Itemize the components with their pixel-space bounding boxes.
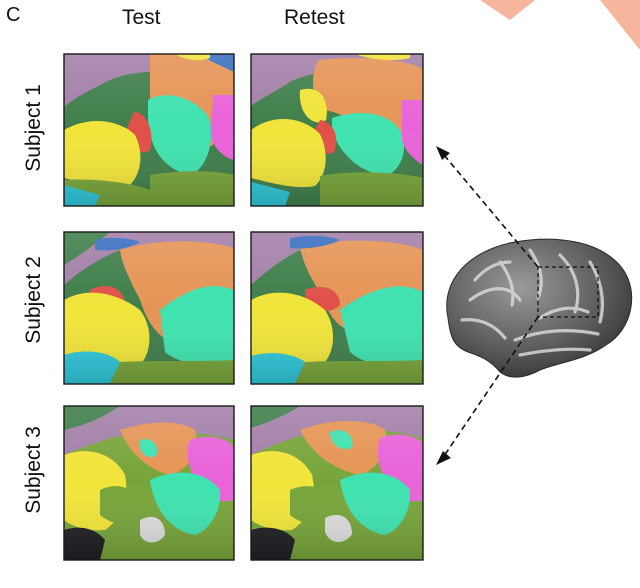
map-subject-2-retest [251,232,423,384]
column-header-test: Test [122,6,161,29]
map-subject-2-test [64,232,234,384]
map-subject-1-retest [251,54,423,206]
dashed-arrows [443,154,539,457]
map-subject-3-retest [251,406,423,560]
panel-frames [63,53,424,561]
arrowheads [436,146,451,465]
decorative-corner-shapes [480,0,640,50]
map-subject-3-test [64,406,234,560]
map-subject-1-test [64,54,234,206]
panel-label: C [6,4,21,26]
column-header-retest: Retest [284,6,345,29]
brain-lateral-view [446,238,633,378]
